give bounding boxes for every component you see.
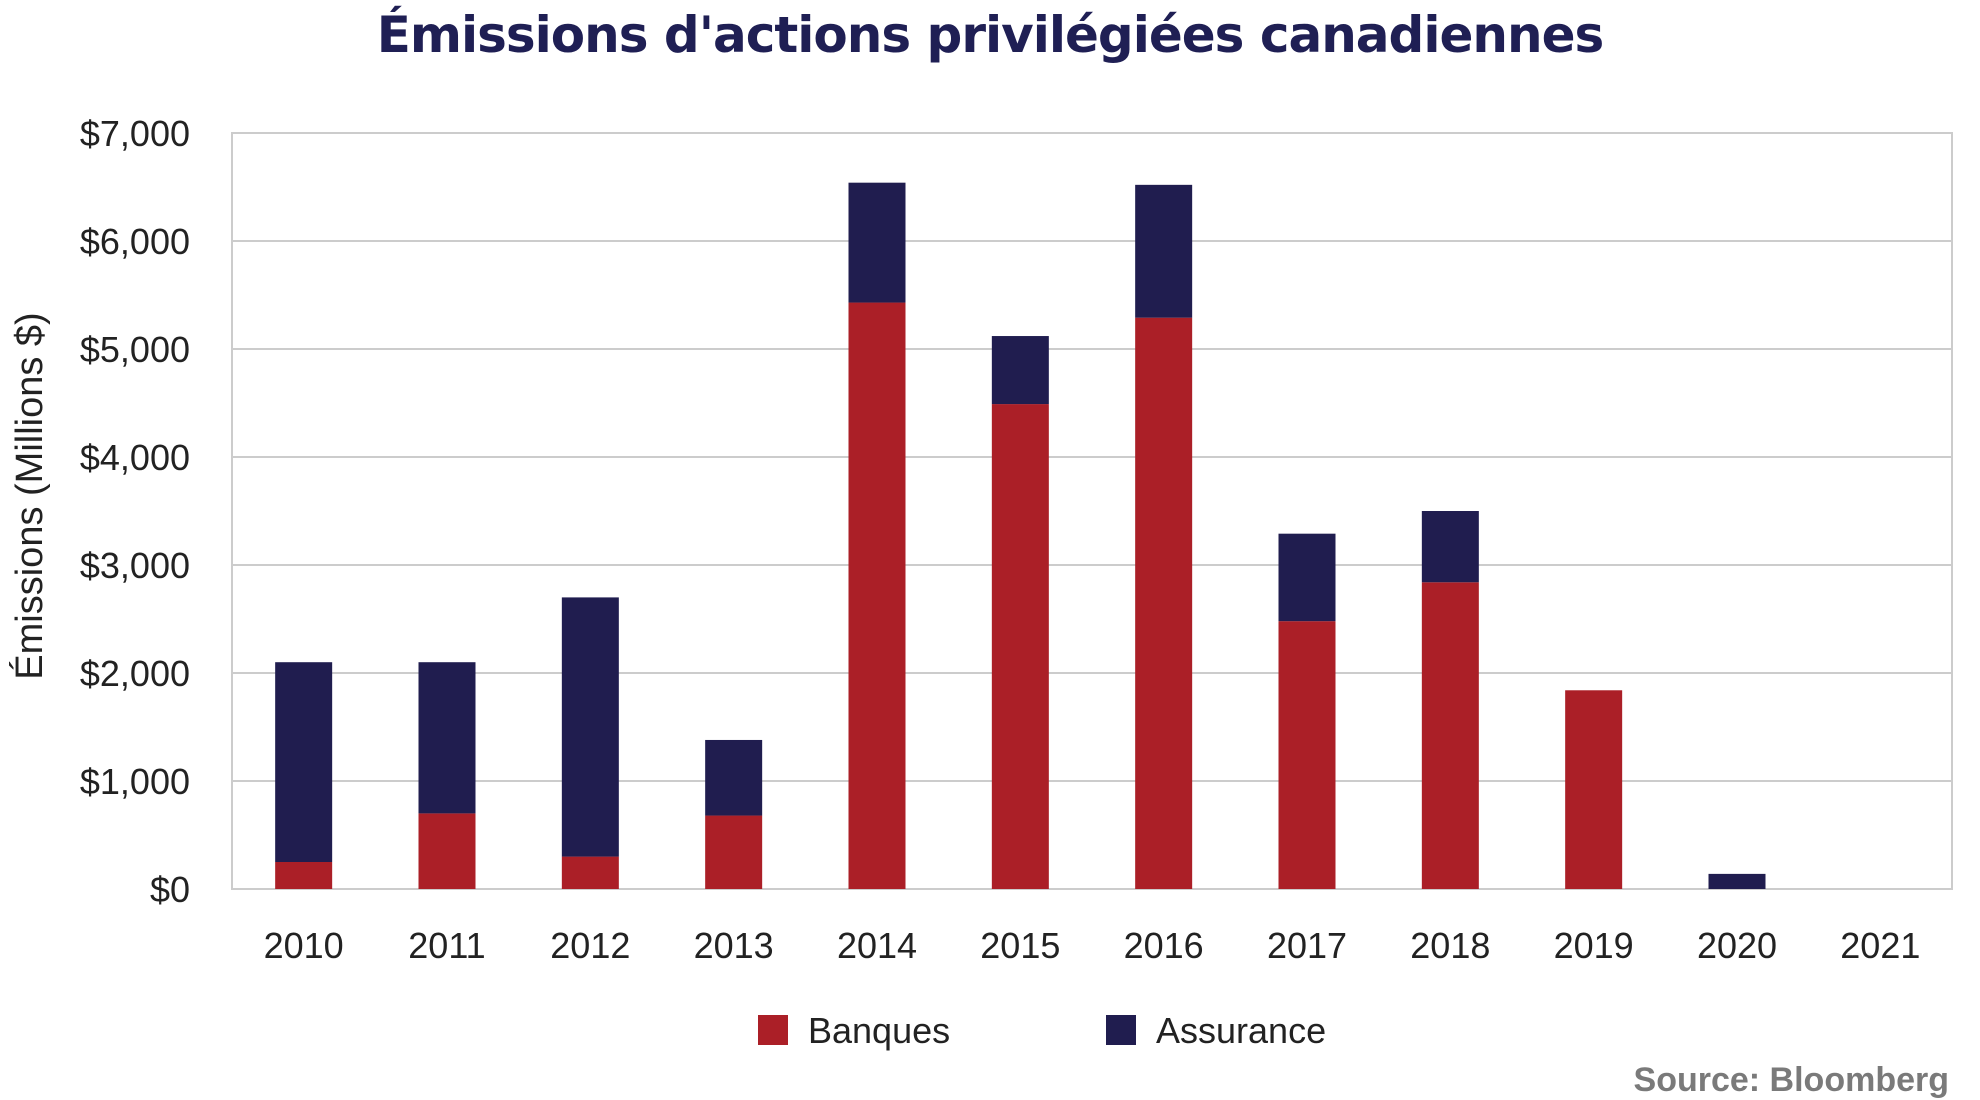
x-tick-label: 2015 xyxy=(980,925,1060,966)
bar-assurance-2018 xyxy=(1421,511,1479,583)
x-tick-label: 2016 xyxy=(1124,925,1204,966)
legend-swatch-banques xyxy=(758,1015,788,1045)
bar-banques-2015 xyxy=(991,404,1049,889)
x-tick-label: 2020 xyxy=(1697,925,1777,966)
x-tick-label: 2021 xyxy=(1840,925,1920,966)
bar-assurance-2014 xyxy=(848,182,906,303)
bar-banques-2010 xyxy=(275,862,333,889)
x-tick-label: 2010 xyxy=(264,925,344,966)
bar-banques-2019 xyxy=(1565,690,1623,889)
bar-banques-2018 xyxy=(1421,582,1479,889)
x-tick-label: 2013 xyxy=(694,925,774,966)
legend-swatch-assurance xyxy=(1106,1015,1136,1045)
bar-assurance-2010 xyxy=(275,662,333,862)
bar-banques-2013 xyxy=(705,815,763,889)
bar-banques-2011 xyxy=(418,813,476,889)
y-tick-label: $3,000 xyxy=(80,545,190,586)
bar-banques-2017 xyxy=(1278,621,1336,889)
y-axis-ticks: $0 $1,000 $2,000 $3,000 $4,000 $5,000 $6,000 $7… xyxy=(80,113,190,910)
x-tick-label: 2018 xyxy=(1410,925,1490,966)
gridlines xyxy=(231,132,1953,890)
plot-frame xyxy=(231,132,1953,890)
y-tick-label: $0 xyxy=(150,869,190,910)
y-tick-label: $2,000 xyxy=(80,653,190,694)
bars xyxy=(275,182,1766,889)
bar-assurance-2013 xyxy=(705,739,763,816)
y-axis-label: Émissions (Millions $) xyxy=(8,312,51,679)
x-tick-label: 2011 xyxy=(408,925,485,966)
x-tick-label: 2012 xyxy=(550,925,630,966)
bar-assurance-2012 xyxy=(561,597,619,857)
source-note: Source: Bloomberg xyxy=(1633,1061,1949,1099)
bar-banques-2014 xyxy=(848,302,906,889)
legend-label-assurance: Assurance xyxy=(1156,1010,1326,1051)
y-tick-label: $4,000 xyxy=(80,437,190,478)
bar-assurance-2011 xyxy=(418,662,476,814)
x-tick-label: 2014 xyxy=(837,925,917,966)
bar-assurance-2016 xyxy=(1135,184,1193,318)
bar-banques-2016 xyxy=(1135,317,1193,889)
x-axis-ticks: 2010 2011 2012 2013 2014 2015 2016 2017 2018 2019… xyxy=(264,925,1921,966)
y-tick-label: $6,000 xyxy=(80,221,190,262)
bar-assurance-2015 xyxy=(991,336,1049,405)
chart-title: Émissions d'actions privilégiées canadie… xyxy=(376,6,1605,64)
bar-assurance-2017 xyxy=(1278,533,1336,622)
bar-assurance-2020 xyxy=(1708,873,1766,889)
bar-banques-2012 xyxy=(561,856,619,889)
y-tick-label: $7,000 xyxy=(80,113,190,154)
legend-label-banques: Banques xyxy=(808,1010,950,1051)
y-tick-label: $1,000 xyxy=(80,761,190,802)
x-tick-label: 2017 xyxy=(1267,925,1347,966)
legend: Banques Assurance xyxy=(758,1010,1326,1051)
x-tick-label: 2019 xyxy=(1554,925,1634,966)
y-tick-label: $5,000 xyxy=(80,329,190,370)
